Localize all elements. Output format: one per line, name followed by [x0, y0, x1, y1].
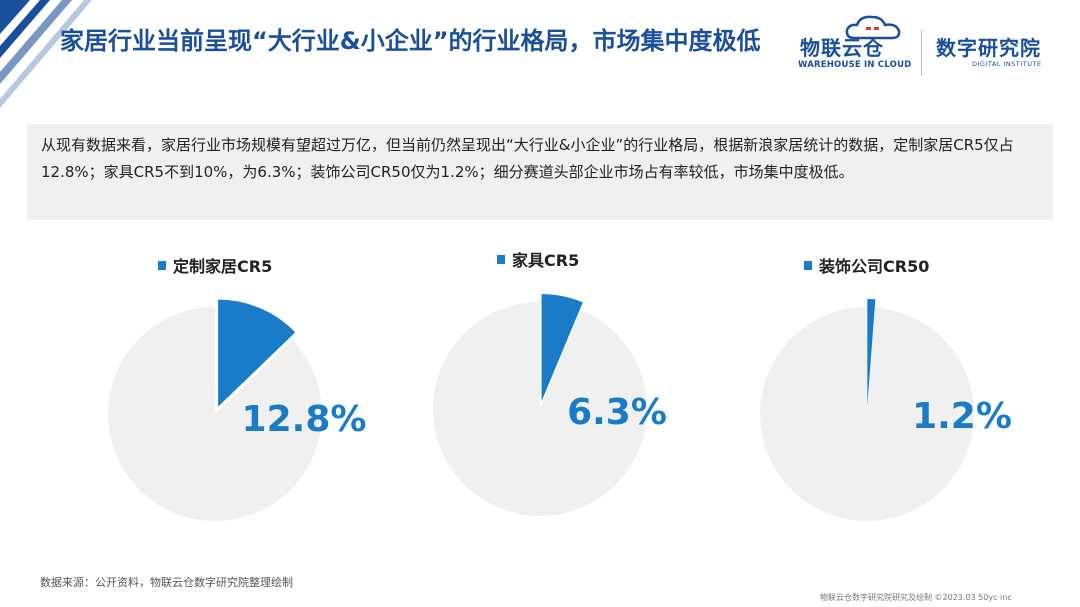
pie-chart-3: 装饰公司CR50 1.2% [760, 257, 1012, 521]
logo-divider [921, 30, 922, 76]
legend-marker [497, 255, 505, 264]
corner-stripes-decoration [0, 0, 92, 108]
pie-slice-rest [433, 302, 648, 516]
pie-slice-rest [107, 307, 322, 521]
pie-slice-highlight [867, 299, 876, 407]
copyright-note: 物联云仓数字研究院研究及绘制 ©2023.03 50yc inc [820, 593, 1012, 602]
pie-value-label: 12.8% [242, 399, 367, 440]
pie-title: 家具CR5 [512, 251, 579, 270]
pie-slice-highlight [541, 294, 583, 402]
logo-brand-name: 物联云仓 [800, 36, 884, 60]
cloud-icon [845, 15, 901, 40]
page-title: 家居行业当前呈现“大行业&小企业”的行业格局，市场集中度极低 [60, 27, 761, 55]
pie-title: 装饰公司CR50 [818, 257, 929, 276]
data-source-note: 数据来源：公开资料，物联云仓数字研究院整理绘制 [40, 576, 293, 589]
pie-slice-rest [760, 307, 975, 521]
pie-chart-1: 定制家居CR5 12.8% [107, 257, 367, 521]
logo-brand-en: WAREHOUSE IN CLOUD [798, 60, 912, 70]
pie-value-label: 1.2% [912, 396, 1012, 437]
brand-logo: 物联云仓 WAREHOUSE IN CLOUD 数字研究院 DIGITAL IN… [796, 14, 1056, 76]
pie-value-label: 6.3% [567, 392, 667, 433]
pie-title: 定制家居CR5 [172, 257, 272, 276]
logo-institute-name: 数字研究院 [936, 36, 1041, 60]
legend-marker [804, 261, 812, 270]
pie-slice-highlight [218, 299, 296, 407]
pie-chart-2: 家具CR5 6.3% [433, 251, 667, 516]
summary-box: 从现有数据来看，家居行业市场规模有望超过万亿，但当前仍然呈现出“大行业&小企业”… [27, 124, 1053, 220]
summary-text: 从现有数据来看，家居行业市场规模有望超过万亿，但当前仍然呈现出“大行业&小企业”… [41, 136, 1014, 181]
logo-institute-en: DIGITAL INSTITUTE [972, 60, 1042, 68]
legend-marker [158, 261, 166, 270]
